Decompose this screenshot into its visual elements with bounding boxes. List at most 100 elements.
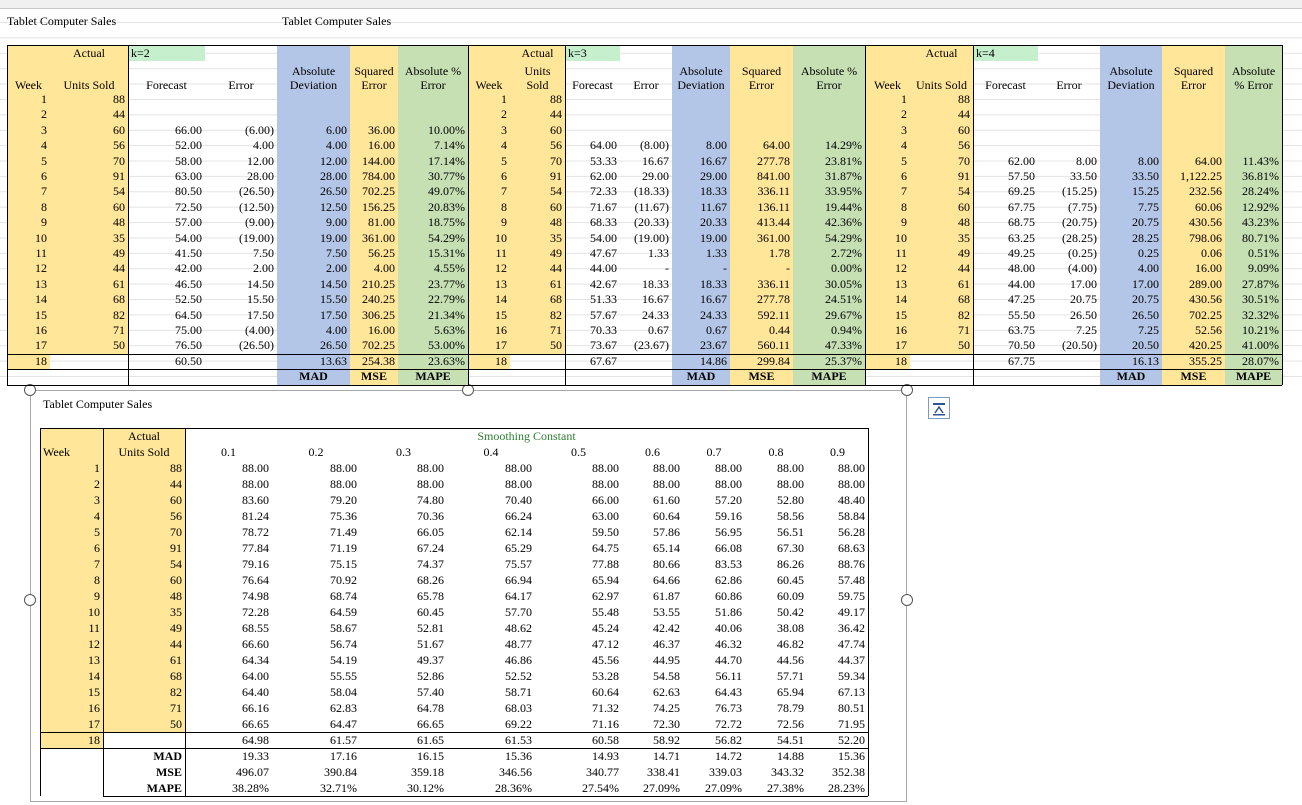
cell: 67.67 xyxy=(590,353,617,368)
cell: 8.00 xyxy=(1100,153,1162,169)
cell: 28.00 xyxy=(247,169,274,183)
cell: 2.00 xyxy=(253,261,274,276)
cell: (28.25) xyxy=(1062,230,1097,245)
cell: 6 xyxy=(468,169,510,185)
cell: 61.65 xyxy=(417,733,444,747)
resize-handle[interactable] xyxy=(24,594,36,606)
cell: 7.25 xyxy=(1076,323,1097,337)
cell: - xyxy=(665,261,669,276)
cell: 56.11 xyxy=(715,669,742,683)
border xyxy=(468,45,865,46)
cell: (23.67) xyxy=(634,338,669,353)
cell: 47.25 xyxy=(1008,292,1035,307)
cell: 4 xyxy=(468,138,510,154)
column-header: Squared Error xyxy=(730,61,793,92)
layout-options-button[interactable] xyxy=(928,397,950,419)
summary-value: 28.07% xyxy=(1225,353,1282,370)
cell: 60.64 xyxy=(653,509,680,523)
group-header: Smoothing Constant xyxy=(477,429,576,443)
cell: 62.83 xyxy=(330,701,357,715)
cell-bg xyxy=(398,92,468,108)
cell: - xyxy=(730,261,793,277)
cell: 7 xyxy=(7,184,50,200)
border xyxy=(865,353,1282,355)
cell: 56 xyxy=(50,138,128,154)
resize-handle[interactable] xyxy=(24,384,36,396)
summary-label: MSE xyxy=(730,369,793,385)
border xyxy=(40,428,868,429)
cell: 88.00 xyxy=(417,477,444,491)
cell: 1 xyxy=(7,92,50,108)
cell: 88.00 xyxy=(505,477,532,491)
cell: 88.00 xyxy=(715,477,742,491)
cell: 88.00 xyxy=(242,477,269,491)
header-bg xyxy=(40,428,103,460)
cell: 32.32% xyxy=(1225,307,1282,323)
cell: 0.44 xyxy=(730,323,793,339)
header: Actual xyxy=(50,45,128,61)
metric-value: 352.38 xyxy=(832,765,865,779)
cell: 52.80 xyxy=(777,493,804,507)
column-header: Absolute Deviation xyxy=(1100,61,1162,92)
cell: 30.05% xyxy=(793,276,865,293)
alpha-header: 0.3 xyxy=(396,445,411,459)
table-title: Tablet Computer Sales xyxy=(43,397,153,411)
cell: 4.00 xyxy=(277,138,350,154)
cell: 54 xyxy=(910,184,973,200)
cell: 70 xyxy=(50,153,128,169)
cell: (20.50) xyxy=(1062,338,1097,353)
cell: 88.00 xyxy=(715,461,742,475)
cell: 59.34 xyxy=(838,669,865,683)
cell: 44.95 xyxy=(653,653,680,667)
cell: 60.06 xyxy=(1162,199,1225,216)
cell: 52.50 xyxy=(175,292,202,307)
cell: (20.75) xyxy=(1062,215,1097,230)
cell: 60 xyxy=(103,492,185,508)
resize-handle[interactable] xyxy=(462,384,474,396)
cell: 14 xyxy=(7,292,50,308)
cell: 72.56 xyxy=(777,717,804,731)
cell: 71 xyxy=(910,323,973,339)
cell: 80.50 xyxy=(175,184,202,199)
cell: 64.17 xyxy=(505,589,532,603)
cell: 42.42 xyxy=(653,621,680,635)
cell: 54.00 xyxy=(175,230,202,245)
cell: 33.50 xyxy=(1100,169,1162,185)
cell: 6 xyxy=(7,169,50,185)
cell: 7 xyxy=(865,184,910,200)
cell: 17.50 xyxy=(247,307,274,322)
cell: 88.00 xyxy=(777,477,804,491)
cell: 240.25 xyxy=(350,292,398,308)
cell: 70.36 xyxy=(417,509,444,523)
cell: 136.11 xyxy=(730,199,793,216)
border xyxy=(468,353,865,355)
cell: (7.75) xyxy=(1068,199,1097,214)
cell: 68 xyxy=(910,292,973,308)
cell: 41.00% xyxy=(1225,338,1282,354)
cell: 77.88 xyxy=(592,557,619,571)
cell: 70 xyxy=(910,153,973,169)
resize-handle[interactable] xyxy=(901,594,913,606)
cell: 17.00 xyxy=(1100,276,1162,293)
cell-bg xyxy=(1225,122,1282,139)
cell: 61 xyxy=(103,652,185,668)
border xyxy=(865,45,1282,46)
cell: 5 xyxy=(7,153,50,169)
cell: 64.34 xyxy=(242,653,269,667)
cell: 71.67 xyxy=(590,199,617,214)
cell: 88.00 xyxy=(777,461,804,475)
cell: 7.50 xyxy=(253,246,274,260)
cell: (8.00) xyxy=(640,138,669,153)
resize-handle[interactable] xyxy=(901,384,913,396)
cell: 68.75 xyxy=(1008,215,1035,230)
cell: 88.00 xyxy=(330,477,357,491)
cell: 71.49 xyxy=(330,525,357,539)
cell: 88.76 xyxy=(838,557,865,571)
cell: 86.26 xyxy=(777,557,804,571)
layout-icon xyxy=(933,403,945,416)
cell: 35 xyxy=(910,230,973,246)
cell: 63.75 xyxy=(1008,323,1035,337)
border xyxy=(868,428,869,796)
border xyxy=(468,45,469,385)
cell: 841.00 xyxy=(730,169,793,185)
